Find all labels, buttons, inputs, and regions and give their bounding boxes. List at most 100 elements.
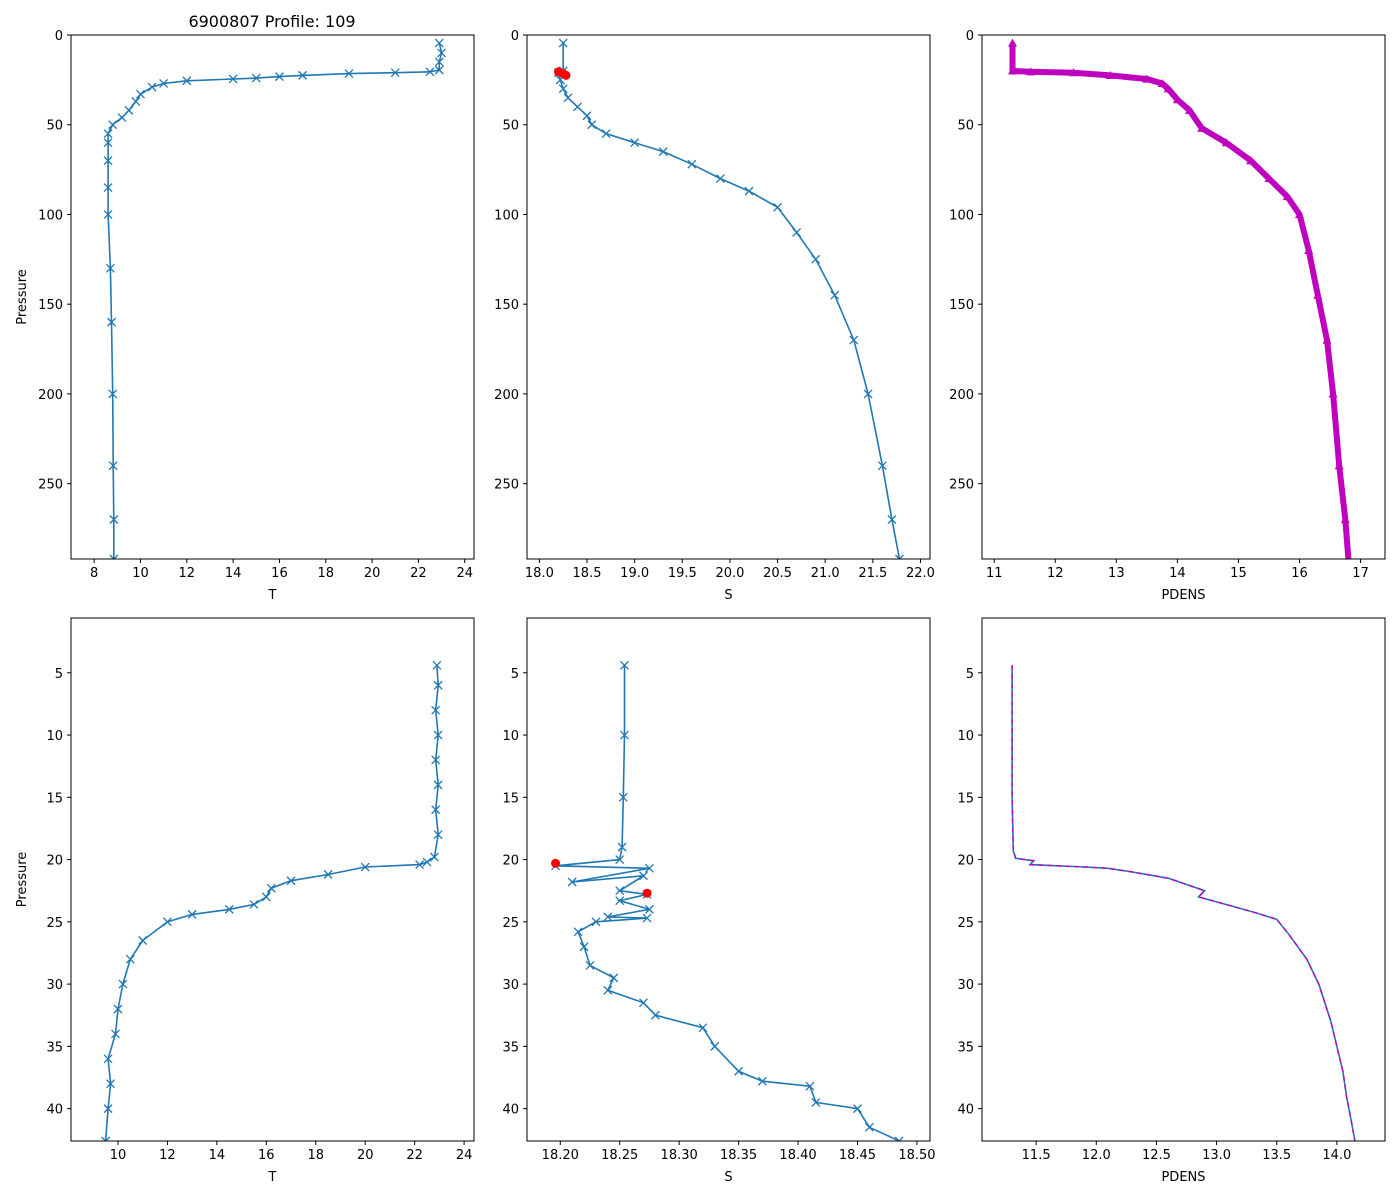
data-point bbox=[159, 78, 169, 88]
data-point bbox=[106, 1079, 116, 1089]
data-point bbox=[710, 1041, 720, 1051]
chart-bottom-middle: 18.20 18.25 18.30 18.35 18.40 18.45 18.50 5 10 15… bbox=[502, 617, 936, 1185]
plot-area bbox=[1011, 665, 1356, 1141]
x-tick-label: 18 bbox=[307, 1148, 324, 1163]
data-point bbox=[261, 892, 271, 902]
y-tick-label: 40 bbox=[46, 1103, 63, 1118]
x-tick-label: 19.5 bbox=[668, 566, 697, 581]
data-point bbox=[1322, 335, 1332, 344]
x-tick-label: 20 bbox=[357, 1148, 374, 1163]
series-line-T bbox=[107, 42, 443, 559]
data-point bbox=[286, 876, 296, 886]
data-point bbox=[147, 82, 157, 92]
data-point bbox=[344, 69, 354, 79]
data-point bbox=[887, 515, 897, 524]
data-point bbox=[1157, 78, 1167, 88]
data-point bbox=[620, 730, 629, 740]
x-tick-label: 16 bbox=[271, 566, 288, 581]
y-tick-label: 150 bbox=[494, 298, 519, 313]
x-tick-label: 19.0 bbox=[620, 566, 649, 581]
data-point bbox=[603, 912, 613, 922]
x-tick-label: 18.20 bbox=[542, 1148, 579, 1163]
data-point bbox=[585, 960, 595, 970]
y-tick-label: 20 bbox=[502, 854, 519, 869]
x-tick-label: 16 bbox=[1291, 566, 1308, 581]
x-tick-label: 12 bbox=[179, 566, 196, 581]
y-tick-label: 25 bbox=[957, 916, 974, 931]
x-axis-label: PDENS bbox=[1161, 588, 1205, 603]
data-point bbox=[1163, 84, 1173, 93]
y-tick-label: 15 bbox=[957, 791, 974, 806]
data-point bbox=[1172, 95, 1182, 104]
data-point bbox=[792, 227, 802, 237]
data-point bbox=[182, 76, 192, 86]
plot-frame bbox=[526, 34, 931, 560]
series-line-S bbox=[557, 43, 901, 559]
data-point bbox=[687, 159, 697, 169]
data-point bbox=[105, 263, 115, 273]
x-axis-label: T bbox=[268, 588, 277, 603]
y-tick-label: 0 bbox=[511, 29, 519, 44]
data-point bbox=[103, 156, 113, 166]
y-tick-label: 20 bbox=[957, 854, 974, 869]
series-line-S bbox=[555, 665, 900, 1141]
x-tick-label: 14 bbox=[1169, 566, 1186, 581]
y-tick-label: 100 bbox=[949, 208, 974, 223]
data-point bbox=[582, 111, 592, 121]
data-point bbox=[431, 705, 441, 715]
data-point bbox=[558, 84, 568, 94]
data-point bbox=[429, 852, 439, 862]
data-point bbox=[323, 870, 333, 879]
data-point bbox=[437, 48, 447, 58]
data-point bbox=[266, 883, 276, 893]
data-point bbox=[609, 973, 619, 983]
data-point bbox=[895, 554, 904, 559]
data-point bbox=[131, 96, 141, 106]
y-tick-label: 200 bbox=[494, 388, 519, 403]
data-point bbox=[644, 863, 654, 873]
x-tick-label: 24 bbox=[456, 566, 473, 581]
plot-area bbox=[553, 38, 904, 559]
y-tick-label: 100 bbox=[494, 208, 519, 223]
data-point bbox=[894, 1136, 904, 1141]
y-tick-label: 40 bbox=[957, 1103, 974, 1118]
y-tick-label: 30 bbox=[46, 978, 63, 993]
plot-area bbox=[101, 660, 443, 1141]
data-point bbox=[811, 1097, 821, 1107]
data-point bbox=[615, 886, 625, 896]
data-point bbox=[601, 129, 611, 139]
data-point bbox=[877, 461, 887, 471]
y-tick-label: 150 bbox=[949, 298, 974, 313]
x-tick-label: 22.0 bbox=[906, 566, 935, 581]
data-point bbox=[431, 805, 441, 815]
data-point bbox=[639, 998, 648, 1008]
x-tick-label: 14 bbox=[225, 566, 242, 581]
y-tick-label: 30 bbox=[957, 978, 974, 993]
y-tick-label: 10 bbox=[502, 729, 519, 744]
x-tick-label: 18.45 bbox=[839, 1148, 876, 1163]
data-point bbox=[853, 1104, 862, 1114]
y-tick-label: 40 bbox=[502, 1103, 519, 1118]
x-tick-label: 12.5 bbox=[1142, 1148, 1171, 1163]
data-point bbox=[864, 1122, 874, 1132]
data-point bbox=[630, 138, 640, 148]
data-point bbox=[108, 461, 118, 471]
data-point bbox=[274, 72, 284, 82]
data-point bbox=[103, 129, 113, 139]
data-point bbox=[422, 857, 432, 867]
y-tick-label: 0 bbox=[966, 29, 974, 44]
data-point bbox=[811, 254, 821, 264]
data-point bbox=[617, 842, 627, 852]
data-point bbox=[863, 389, 873, 399]
x-tick-label: 11.5 bbox=[1022, 1148, 1051, 1163]
data-point bbox=[1008, 66, 1018, 75]
data-point bbox=[830, 290, 840, 300]
data-point bbox=[1313, 290, 1323, 299]
x-tick-label: 14.0 bbox=[1322, 1148, 1351, 1163]
data-point bbox=[805, 1081, 815, 1091]
data-point bbox=[1246, 156, 1256, 165]
y-tick-label: 250 bbox=[494, 478, 519, 493]
data-point bbox=[249, 899, 259, 909]
y-tick-label: 35 bbox=[46, 1040, 63, 1055]
